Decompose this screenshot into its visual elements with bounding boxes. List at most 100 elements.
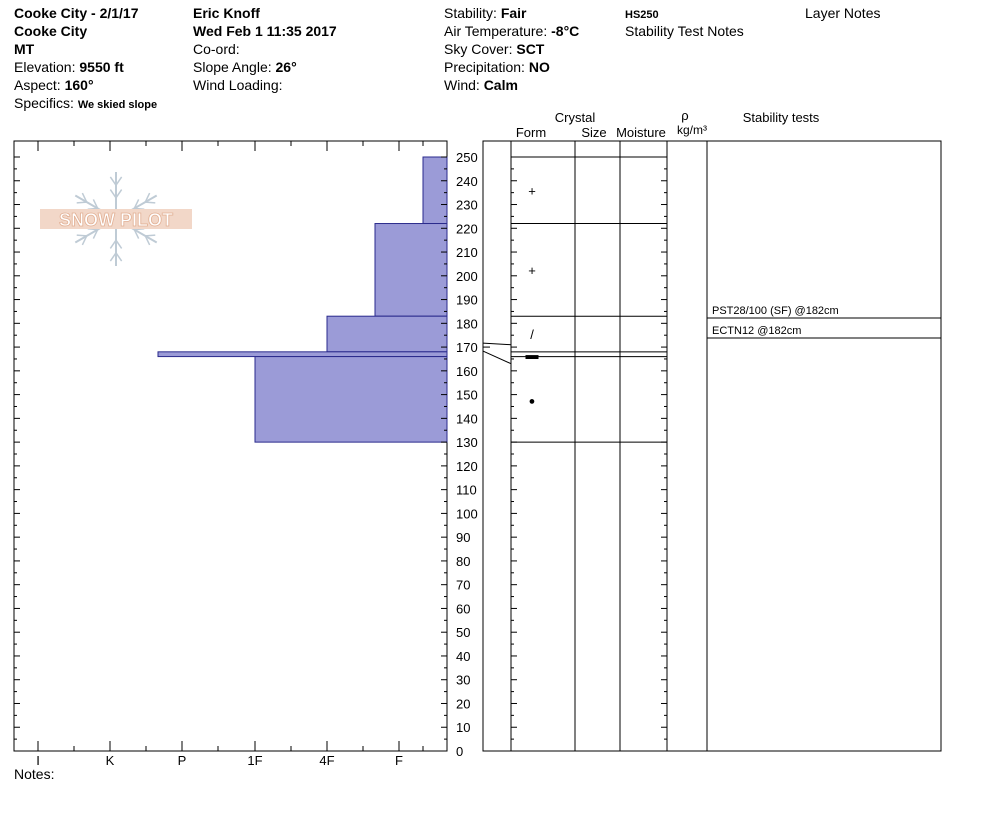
snowflake-branch <box>133 229 140 239</box>
stability-test-rows: PST28/100 (SF) @182cm ECTN12 @182cm <box>707 305 941 339</box>
depth-label-180: 180 <box>456 316 478 331</box>
depth-label-230: 230 <box>456 198 478 213</box>
observer: Eric Knoff <box>193 5 260 21</box>
wind-row: Wind: Calm <box>444 77 518 93</box>
logo-text: SNOW PILOT <box>59 210 173 230</box>
snowflake-branch <box>76 201 87 204</box>
logo-banner <box>40 209 192 229</box>
hardness-label-4F: 4F <box>319 753 334 768</box>
hardness-label-1F: 1F <box>247 753 262 768</box>
layer-boundaries <box>482 156 667 443</box>
left-depth-ticks <box>14 156 447 752</box>
depth-label-120: 120 <box>456 459 478 474</box>
location: Cooke City <box>14 23 88 39</box>
snowflake-branch <box>76 234 87 237</box>
stability-row: Stability: Fair <box>444 5 527 21</box>
moisture-header: Moisture <box>616 125 666 140</box>
air-temp-value: -8°C <box>551 23 580 39</box>
depth-label-40: 40 <box>456 649 470 664</box>
hardness-label-P: P <box>178 753 187 768</box>
precip-row: Precipitation: NO <box>444 59 550 75</box>
hardness-ticks: I K P 1F 4F F <box>36 141 424 768</box>
depth-label-200: 200 <box>456 269 478 284</box>
depth-label-150: 150 <box>456 388 478 403</box>
snowflake-branch <box>133 199 140 209</box>
snowpilot-logo: SNOW PILOT <box>40 172 192 266</box>
crystal-form-4: ● <box>529 395 536 407</box>
snowflake-branch <box>145 201 156 204</box>
layer-table-frame <box>482 140 942 752</box>
elevation-value: 9550 ft <box>79 59 124 75</box>
snowflake-branch <box>109 239 117 249</box>
hardness-bar-0 <box>422 156 448 225</box>
slope-row: Slope Angle: 26° <box>193 59 297 75</box>
depth-label-240: 240 <box>456 174 478 189</box>
aspect-row: Aspect: 160° <box>14 77 94 93</box>
hs-label: HS250 <box>625 9 659 21</box>
depth-label-0: 0 <box>456 744 463 759</box>
hardness-label-F: F <box>395 753 403 768</box>
snowflake-branch <box>144 235 151 246</box>
depth-label-50: 50 <box>456 625 470 640</box>
snowflake-branch <box>115 239 123 249</box>
specifics-row: Specifics: We skied slope <box>14 95 158 111</box>
depth-label-110: 110 <box>456 483 477 498</box>
stability-tests-header: Stability tests <box>743 110 820 125</box>
depth-label-20: 20 <box>456 696 470 711</box>
hardness-label-K: K <box>106 753 115 768</box>
table-depth-ticks <box>511 156 667 752</box>
hardness-bar-2 <box>326 315 448 353</box>
snowflake-branch <box>92 199 99 209</box>
hardness-plot-frame <box>13 140 448 752</box>
depth-label-220: 220 <box>456 221 478 236</box>
snowflake-branch <box>115 252 123 262</box>
snowflake-branch <box>145 234 156 237</box>
form-header: Form <box>516 125 546 140</box>
wind-loading-label: Wind Loading: <box>193 77 283 93</box>
density-unit-header: kg/m³ <box>677 123 707 137</box>
sky-value: SCT <box>516 41 545 57</box>
snowflake-branch <box>81 192 88 203</box>
rho-header: ρ <box>681 108 688 123</box>
snowflake-branch <box>109 252 117 262</box>
snowflake-branch <box>109 189 117 199</box>
snowflake-branch <box>92 229 99 239</box>
depth-label-80: 80 <box>456 554 470 569</box>
crystal-form-1: + <box>528 263 536 278</box>
snowflake-branch <box>144 192 151 203</box>
depth-label-70: 70 <box>456 578 470 593</box>
depth-label-30: 30 <box>456 673 470 688</box>
hardness-bar-1 <box>374 223 448 317</box>
depth-label-190: 190 <box>456 293 478 308</box>
hardness-label-I: I <box>36 753 40 768</box>
depth-label-250: 250 <box>456 150 478 165</box>
crystal-header: Crystal <box>555 110 596 125</box>
notes-label: Notes: <box>14 766 54 782</box>
depth-label-160: 160 <box>456 364 478 379</box>
air-temp-row: Air Temperature: -8°C <box>444 23 580 39</box>
layer-notes-label: Layer Notes <box>805 5 881 21</box>
hardness-layers <box>157 156 448 443</box>
snowflake-branch <box>115 176 123 186</box>
coord-label: Co-ord: <box>193 41 240 57</box>
depth-label-140: 140 <box>456 411 478 426</box>
depth-label-210: 210 <box>456 245 478 260</box>
snowflake-branch <box>81 235 88 246</box>
sky-row: Sky Cover: SCT <box>444 41 545 57</box>
size-header: Size <box>581 125 606 140</box>
depth-label-90: 90 <box>456 530 470 545</box>
stability-test-0: PST28/100 (SF) @182cm <box>712 305 839 317</box>
snowflake-branch <box>109 176 117 186</box>
precip-value: NO <box>528 59 550 75</box>
elevation-row: Elevation: 9550 ft <box>14 59 124 75</box>
depth-axis-labels: 0 10 20 30 40 50 60 70 80 90 100 110 120 130 140 150 160… <box>456 150 478 759</box>
stability-value: Fair <box>500 5 527 21</box>
stability-test-notes-label: Stability Test Notes <box>625 23 744 39</box>
hardness-bar-3 <box>157 351 448 358</box>
specifics-value: We skied slope <box>77 99 158 111</box>
crystal-form-0: + <box>528 183 536 198</box>
thin-layer-connector <box>482 342 512 365</box>
depth-label-130: 130 <box>456 435 478 450</box>
depth-label-10: 10 <box>456 720 470 735</box>
